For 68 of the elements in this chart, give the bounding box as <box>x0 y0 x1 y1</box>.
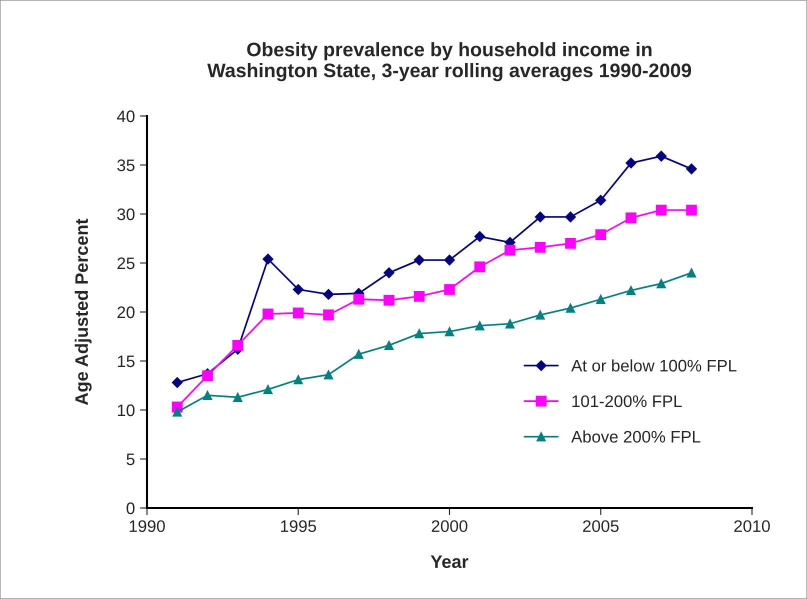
point <box>566 303 576 313</box>
point <box>565 238 576 249</box>
point <box>656 278 666 288</box>
point <box>233 392 242 402</box>
y-tick-label: 10 <box>118 404 135 416</box>
point <box>534 242 546 253</box>
point <box>262 308 274 320</box>
point <box>595 229 606 240</box>
y-tick-label: 35 <box>117 159 134 172</box>
y-tick-label: 0 <box>126 502 135 514</box>
point <box>324 370 334 380</box>
point <box>686 204 697 216</box>
point <box>565 212 576 222</box>
y-tick-label: 25 <box>117 257 134 270</box>
point <box>505 319 515 328</box>
point <box>263 384 273 394</box>
point <box>353 294 364 305</box>
point <box>444 326 454 336</box>
point <box>414 328 424 338</box>
point <box>414 290 425 302</box>
legend-label: Above 200% FPL <box>571 430 700 443</box>
point <box>686 268 696 278</box>
point <box>262 254 274 265</box>
point <box>384 294 394 306</box>
y-tick-label: 15 <box>118 356 134 368</box>
point <box>172 377 183 388</box>
point <box>232 340 244 351</box>
point <box>686 163 697 174</box>
x-tick-label: 1990 <box>130 520 165 532</box>
point <box>444 284 455 295</box>
x-tick-label: 1995 <box>280 520 316 532</box>
point <box>294 374 303 384</box>
point <box>656 204 667 216</box>
x-tick-label: 2005 <box>583 520 619 532</box>
y-tick-label: 30 <box>117 208 135 220</box>
y-axis-title: Age Adjusted Percent <box>74 218 92 406</box>
y-tick-label: 5 <box>126 454 134 466</box>
point <box>172 407 182 417</box>
point <box>656 150 667 162</box>
point <box>474 231 486 242</box>
legend-label: 101-200% FPL <box>572 395 682 408</box>
chart-title: Obesity prevalence by household income in Washington State, 3-year rolling averages 1990-2009 <box>207 42 692 82</box>
point <box>323 288 334 300</box>
x-axis-title: Year <box>430 555 468 568</box>
point <box>323 310 334 320</box>
y-tick-label: 40 <box>117 110 135 122</box>
point <box>384 340 394 350</box>
point <box>536 310 545 320</box>
point <box>384 267 394 278</box>
x-tick-label: 2010 <box>734 520 770 532</box>
point <box>626 158 636 168</box>
point <box>354 349 364 359</box>
y-tick-label: 20 <box>117 306 135 318</box>
x-tick-label: 2000 <box>432 520 468 532</box>
point <box>474 262 486 272</box>
legend-label: At or below 100% FPL <box>571 359 736 372</box>
point <box>504 244 516 256</box>
point <box>534 212 546 222</box>
point <box>595 194 606 206</box>
point <box>292 284 304 295</box>
point <box>626 212 636 224</box>
point <box>475 321 484 330</box>
point <box>596 294 606 304</box>
point <box>292 308 304 318</box>
point <box>626 286 636 296</box>
point <box>414 254 425 266</box>
point <box>444 254 455 266</box>
point <box>202 390 212 400</box>
